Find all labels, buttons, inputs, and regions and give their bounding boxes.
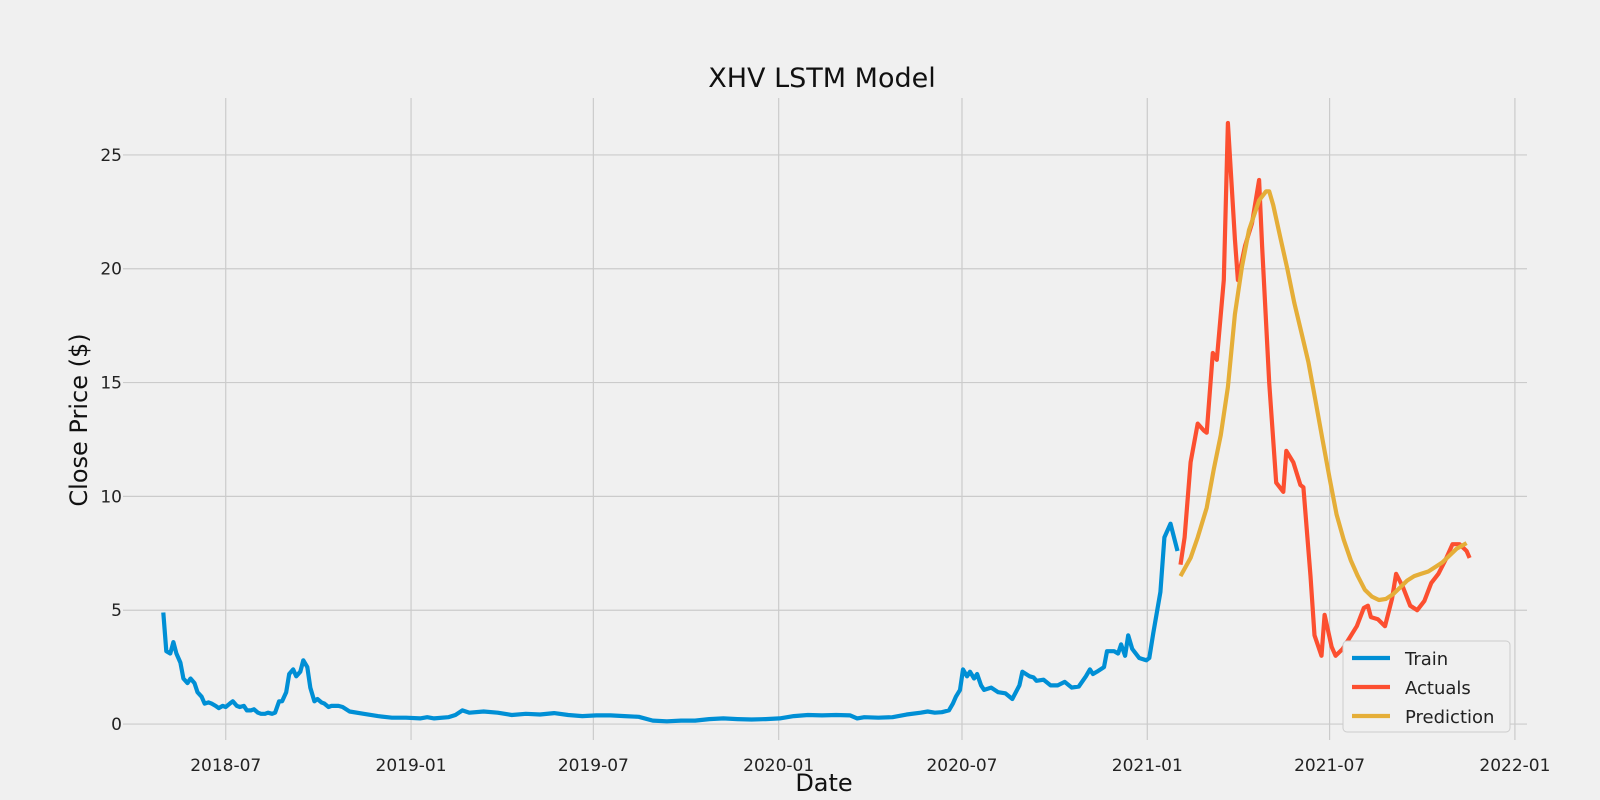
legend-box	[1342, 640, 1511, 733]
y-tick-label: 0	[111, 715, 122, 735]
series-line-train	[161, 521, 1180, 724]
x-tick-label: 2019-01	[376, 756, 447, 776]
x-tick-label: 2022-01	[1479, 756, 1550, 776]
legend: Train Actuals Prediction	[1342, 640, 1511, 733]
y-tick-label: 25	[100, 146, 122, 166]
series-line-actuals	[1178, 120, 1472, 658]
x-tick-label: 2020-01	[743, 756, 814, 776]
chart-title: XHV LSTM Model	[708, 63, 935, 94]
y-tick-label: 20	[100, 260, 122, 280]
grid-lines	[123, 98, 1527, 740]
y-tick-label: 10	[100, 487, 122, 507]
x-tick-label: 2021-07	[1294, 756, 1365, 776]
legend-label-train: Train	[1404, 649, 1448, 670]
x-tick-label: 2018-07	[190, 756, 261, 776]
y-tick-label: 5	[111, 601, 122, 621]
x-axis-label: Date	[795, 769, 852, 797]
y-axis-label: Close Price ($)	[65, 333, 93, 506]
series-line-prediction	[1178, 189, 1468, 603]
x-tick-label: 2019-07	[558, 756, 629, 776]
legend-label-prediction: Prediction	[1405, 707, 1494, 728]
series-layer	[161, 120, 1472, 724]
tick-labels: 2018-07 2019-01 2019-07 2020-01 2020-07 2021-…	[100, 146, 1550, 776]
y-tick-label: 15	[100, 374, 122, 394]
x-tick-label: 2021-01	[1112, 756, 1183, 776]
legend-label-actuals: Actuals	[1405, 678, 1471, 699]
x-tick-label: 2020-07	[926, 756, 997, 776]
